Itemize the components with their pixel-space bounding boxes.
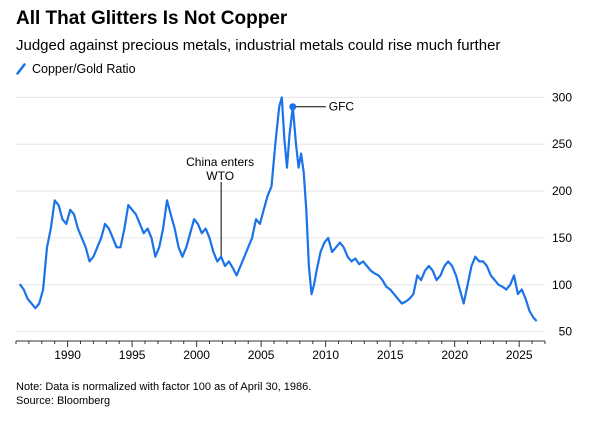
x-tick-label-2025: 2025 (506, 348, 533, 362)
x-tick-label-1995: 1995 (119, 348, 146, 362)
copper-gold-ratio-chart: 50 100 150 200 250 300 1990 1995 2000 2005 2010 20… (15, 90, 572, 362)
x-tick-label-2000: 2000 (183, 348, 210, 362)
x-tick-label-2020: 2020 (441, 348, 468, 362)
series-layer (19, 96, 538, 322)
annotation-label-gfc: GFC (329, 100, 355, 114)
chart-legend: Copper/Gold Ratio (16, 62, 136, 76)
x-axis: 1990 1995 2000 2005 2010 2015 2020 2025 (15, 340, 546, 362)
chart-source: Source: Bloomberg (16, 395, 111, 407)
y-tick-label-100: 100 (552, 278, 572, 292)
annotation-label-wto: China enters WTO (186, 155, 254, 183)
y-tick-label-150: 150 (552, 231, 572, 245)
annotations: China enters WTO GFC (186, 100, 354, 257)
y-tick-label-50: 50 (559, 325, 573, 339)
y-tick-label-300: 300 (552, 90, 572, 104)
series-line-copper-gold-ratio (19, 96, 538, 322)
x-tick-label-2015: 2015 (377, 348, 404, 362)
legend-line-icon (16, 63, 26, 75)
y-tick-label-200: 200 (552, 184, 572, 198)
y-axis-ticks: 50 100 150 200 250 300 (552, 90, 572, 338)
chart-note: Note: Data is normalized with factor 100… (16, 381, 312, 393)
x-tick-label-2010: 2010 (312, 348, 339, 362)
legend-label: Copper/Gold Ratio (32, 62, 136, 76)
grid-lines (16, 96, 545, 333)
x-tick-label-1990: 1990 (54, 348, 81, 362)
chart-title: All That Glitters Is Not Copper (16, 8, 288, 29)
chart-subtitle: Judged against precious metals, industri… (16, 37, 501, 54)
y-tick-label-250: 250 (552, 137, 572, 151)
x-tick-label-2005: 2005 (248, 348, 275, 362)
